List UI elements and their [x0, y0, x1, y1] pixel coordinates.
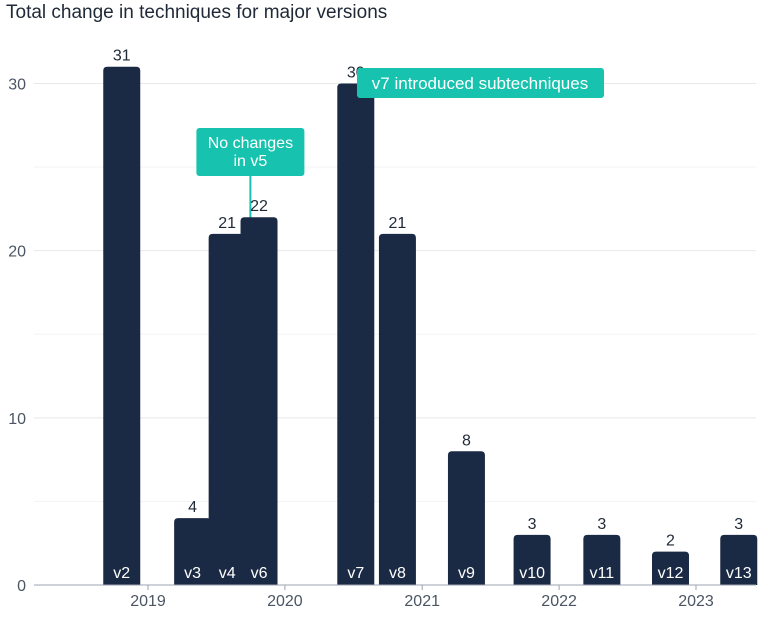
- value-label-v11: 3: [597, 516, 606, 533]
- category-label-v12: v12: [658, 565, 684, 582]
- value-label-v4: 21: [218, 215, 236, 232]
- annotation-v5-text: No changes: [208, 135, 293, 152]
- bar-v8: [378, 233, 416, 585]
- x-tick-label: 2020: [267, 593, 303, 610]
- category-label-v13: v13: [726, 565, 752, 582]
- category-label-v10: v10: [519, 565, 545, 582]
- value-label-v6: 22: [250, 198, 268, 215]
- category-label-v8: v8: [389, 565, 406, 582]
- bar-v3: [174, 518, 212, 585]
- x-tick-label: 2022: [541, 593, 577, 610]
- bar-v10: [513, 534, 551, 585]
- annotation-v5-text: in v5: [233, 153, 267, 170]
- chart-title: Total change in techniques for major ver…: [6, 2, 388, 23]
- bar-v7: [337, 83, 375, 585]
- x-tick-label: 2021: [404, 593, 440, 610]
- value-label-v12: 2: [666, 533, 675, 550]
- category-label-v7: v7: [347, 565, 364, 582]
- annotation-v7-text: v7 introduced subtechniques: [372, 74, 588, 93]
- bar-v9: [447, 451, 485, 585]
- category-label-v9: v9: [458, 565, 475, 582]
- x-tick-label: 2019: [130, 593, 166, 610]
- value-label-v8: 21: [389, 215, 407, 232]
- y-tick-label: 10: [8, 411, 26, 428]
- bar-v11: [583, 534, 621, 585]
- bar-v2: [103, 66, 141, 585]
- y-tick-label: 20: [8, 244, 26, 261]
- category-label-v2: v2: [113, 565, 130, 582]
- category-label-v3: v3: [184, 565, 201, 582]
- bar-v12: [651, 551, 689, 585]
- category-label-v6: v6: [251, 565, 268, 582]
- bar-v4: [208, 233, 246, 585]
- bar-v6: [240, 217, 278, 585]
- annotation-v5-box: [196, 128, 305, 176]
- value-label-v2: 31: [113, 48, 131, 65]
- x-tick-label: 2023: [678, 593, 714, 610]
- value-label-v9: 8: [462, 432, 471, 449]
- y-tick-label: 30: [8, 76, 26, 93]
- bars: [103, 66, 758, 585]
- y-tick-label: 0: [17, 578, 26, 595]
- category-label-v4: v4: [219, 565, 236, 582]
- annotation-v7-box: [357, 68, 604, 98]
- value-label-v3: 4: [188, 499, 197, 516]
- value-label-v13: 3: [734, 516, 743, 533]
- category-label-v11: v11: [590, 565, 615, 582]
- bar-v13: [720, 534, 758, 585]
- value-label-v10: 3: [528, 516, 537, 533]
